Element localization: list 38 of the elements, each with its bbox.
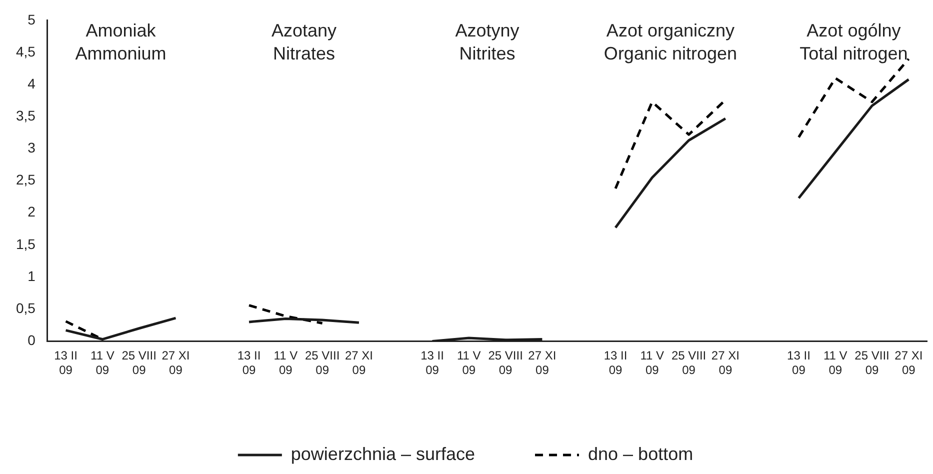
y-tick-label: 3 bbox=[28, 140, 36, 156]
x-tick-label: 27 XI 09 bbox=[711, 348, 740, 378]
y-tick-label: 4,5 bbox=[16, 43, 36, 60]
y-tick-label: 5 bbox=[28, 11, 36, 28]
x-tick-label: 27 XI 09 bbox=[894, 348, 923, 378]
x-tick-label: 11 V 09 bbox=[640, 348, 664, 378]
legend-label: powierzchnia – surface bbox=[290, 444, 476, 464]
x-tick-label: 27 XI 09 bbox=[528, 348, 556, 378]
x-tick-label: 11 V 09 bbox=[457, 348, 481, 378]
y-tick-label: 1 bbox=[28, 268, 36, 284]
x-tick-label: 25 VIII 09 bbox=[671, 348, 706, 378]
x-tick-label: 25 VIII 09 bbox=[304, 348, 340, 378]
annotation: Azotany Nitrates bbox=[271, 20, 337, 64]
y-tick-label: 4 bbox=[28, 75, 36, 92]
y-tick-label: 2,5 bbox=[16, 172, 36, 188]
y-tick-label: 3,5 bbox=[16, 108, 36, 124]
annotation: Azotyny Nitrites bbox=[455, 20, 520, 64]
x-tick-label: 13 II 09 bbox=[420, 348, 444, 378]
x-tick-label: 11 V 09 bbox=[274, 348, 298, 378]
x-tick-label: 13 II 09 bbox=[237, 348, 261, 378]
annotation: Amoniak Ammonium bbox=[75, 20, 166, 64]
x-tick-label: 13 II 09 bbox=[604, 348, 628, 378]
legend-label: dno – bottom bbox=[588, 444, 694, 464]
annotation: Azot ogólny Total nitrogen bbox=[800, 20, 908, 64]
x-tick-label: 27 XI 09 bbox=[162, 348, 190, 378]
y-tick-label: 2 bbox=[28, 204, 36, 220]
x-tick-label: 11 V 09 bbox=[90, 348, 114, 378]
x-tick-label: 25 VIII 09 bbox=[854, 348, 890, 378]
y-tick-label: 0 bbox=[28, 332, 36, 348]
x-tick-label: 13 II 09 bbox=[54, 348, 78, 378]
x-tick-label: 27 XI 09 bbox=[344, 348, 373, 378]
x-tick-label: 13 II 09 bbox=[787, 348, 810, 378]
y-tick-label: 0,5 bbox=[16, 300, 36, 316]
x-tick-label: 11 V 09 bbox=[823, 348, 848, 378]
x-tick-label: 25 VIII 09 bbox=[122, 348, 156, 378]
x-tick-label: 25 VIII 09 bbox=[488, 348, 523, 378]
y-tick-label: 1,5 bbox=[16, 236, 36, 252]
annotation: Azot organiczny Organic nitrogen bbox=[604, 20, 738, 64]
